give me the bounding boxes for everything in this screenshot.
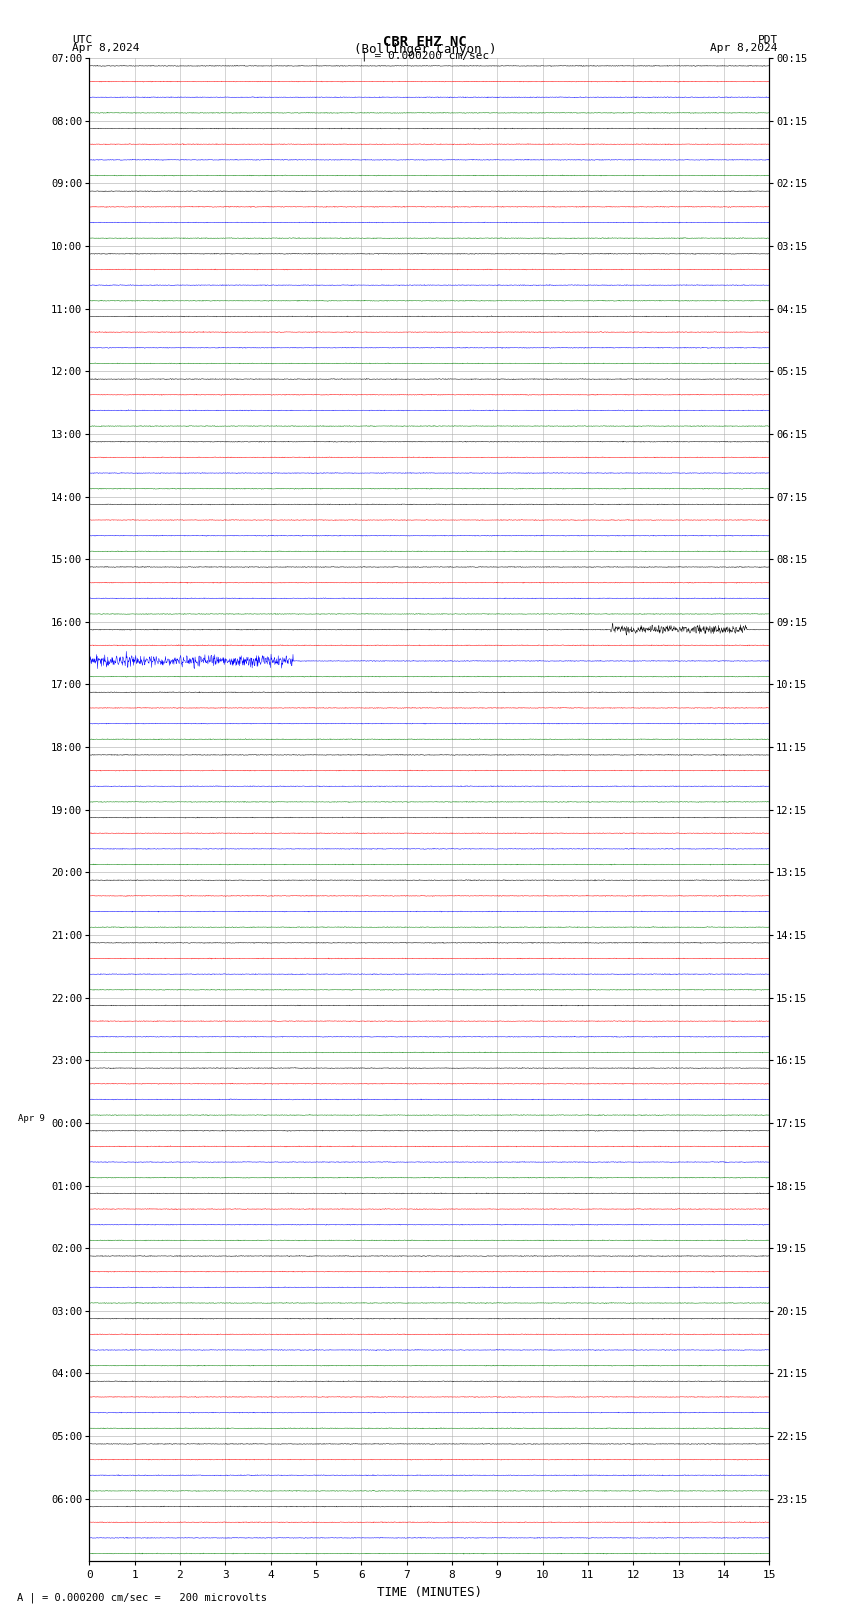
Text: (Bollinger Canyon ): (Bollinger Canyon )	[354, 44, 496, 56]
Text: UTC: UTC	[72, 35, 93, 45]
Text: | = 0.000200 cm/sec: | = 0.000200 cm/sec	[361, 50, 489, 61]
X-axis label: TIME (MINUTES): TIME (MINUTES)	[377, 1586, 482, 1598]
Text: PDT: PDT	[757, 35, 778, 45]
Text: Apr 9: Apr 9	[18, 1115, 45, 1123]
Text: Apr 8,2024: Apr 8,2024	[711, 44, 778, 53]
Text: CBR EHZ NC: CBR EHZ NC	[383, 35, 467, 48]
Text: A | = 0.000200 cm/sec =   200 microvolts: A | = 0.000200 cm/sec = 200 microvolts	[17, 1592, 267, 1603]
Text: Apr 8,2024: Apr 8,2024	[72, 44, 139, 53]
